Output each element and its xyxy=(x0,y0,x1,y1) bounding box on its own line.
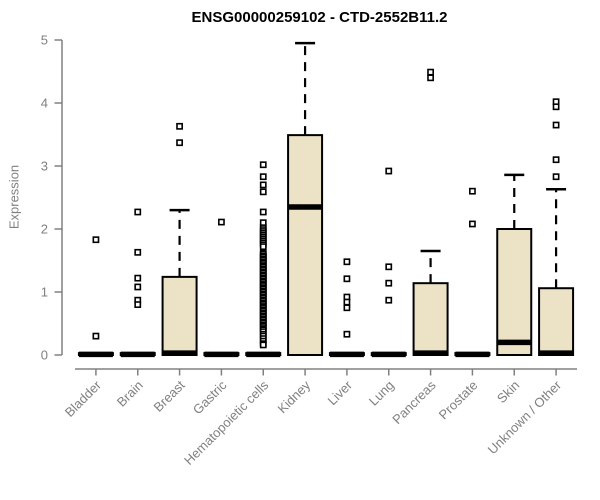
outlier-point xyxy=(218,218,225,226)
box-group-gastric xyxy=(203,218,240,358)
y-tick-label: 3 xyxy=(41,159,48,174)
box-group-lung xyxy=(370,167,407,358)
outlier-point xyxy=(259,181,267,189)
outlier-point xyxy=(134,208,142,216)
y-tick-label: 1 xyxy=(41,285,48,300)
outlier-point xyxy=(427,68,434,76)
x-tick-label-gastric: Gastric xyxy=(190,377,230,417)
outlier-point xyxy=(259,208,267,216)
outlier-point xyxy=(176,139,183,147)
x-tick-label-pancreas: Pancreas xyxy=(389,377,439,427)
box-rect xyxy=(496,228,533,356)
outlier-point xyxy=(134,283,142,291)
outlier-point xyxy=(343,304,351,312)
outlier-point xyxy=(552,156,560,164)
outlier-point xyxy=(176,122,183,130)
box-rect xyxy=(538,287,575,356)
outlier-point xyxy=(259,243,267,251)
outlier-point xyxy=(385,279,393,287)
outlier-point xyxy=(92,332,100,340)
x-tick-label-unknown-other: Unknown / Other xyxy=(485,377,565,457)
outlier-point xyxy=(552,173,560,181)
y-tick-label: 4 xyxy=(41,96,48,111)
outlier-point xyxy=(259,188,267,196)
box-rect xyxy=(287,134,324,356)
outlier-point xyxy=(343,330,351,338)
outlier-point xyxy=(134,248,142,256)
outlier-point xyxy=(259,161,267,169)
box-group-hematopoietic-cells xyxy=(245,161,282,358)
chart-title: ENSG00000259102 - CTD-2552B11.2 xyxy=(191,9,448,26)
outlier-point xyxy=(343,275,351,283)
x-tick-label-breast: Breast xyxy=(151,377,188,414)
box-rect xyxy=(412,282,449,356)
box-group-liver xyxy=(328,258,365,358)
box-group-bladder xyxy=(77,236,114,358)
outlier-point xyxy=(92,236,100,244)
y-axis-title: Expression xyxy=(6,164,22,230)
box-group-prostate xyxy=(454,187,491,358)
outlier-point xyxy=(552,103,560,111)
x-tick-label-prostate: Prostate xyxy=(436,378,481,423)
outlier-point xyxy=(469,187,476,195)
outlier-point xyxy=(469,220,476,228)
box-group-kidney xyxy=(287,41,324,356)
x-tick-label-kidney: Kidney xyxy=(274,377,313,416)
x-tick-label-skin: Skin xyxy=(494,378,522,406)
outlier-point xyxy=(134,274,142,282)
box-group-breast xyxy=(161,122,198,357)
outlier-point xyxy=(259,173,267,181)
box-rect xyxy=(161,275,198,357)
outlier-point xyxy=(343,258,351,266)
x-tick-label-liver: Liver xyxy=(324,377,355,408)
outlier-point xyxy=(134,301,142,308)
box-group-unknown-other xyxy=(538,98,575,356)
outlier-point xyxy=(427,74,434,82)
x-tick-label-bladder: Bladder xyxy=(62,377,105,420)
x-tick-label-lung: Lung xyxy=(366,378,397,409)
box-group-brain xyxy=(119,208,156,358)
outlier-point xyxy=(385,167,393,175)
y-tick-label: 0 xyxy=(41,348,48,363)
y-tick-label: 5 xyxy=(41,33,48,48)
box-group-pancreas xyxy=(412,68,449,356)
outlier-point xyxy=(385,263,393,271)
outlier-point xyxy=(343,298,351,306)
box-group-skin xyxy=(496,173,533,356)
outlier-point xyxy=(552,121,560,129)
y-tick-label: 2 xyxy=(41,222,48,237)
x-tick-label-brain: Brain xyxy=(114,378,146,410)
outlier-point xyxy=(385,296,393,304)
outlier-point xyxy=(259,341,267,349)
